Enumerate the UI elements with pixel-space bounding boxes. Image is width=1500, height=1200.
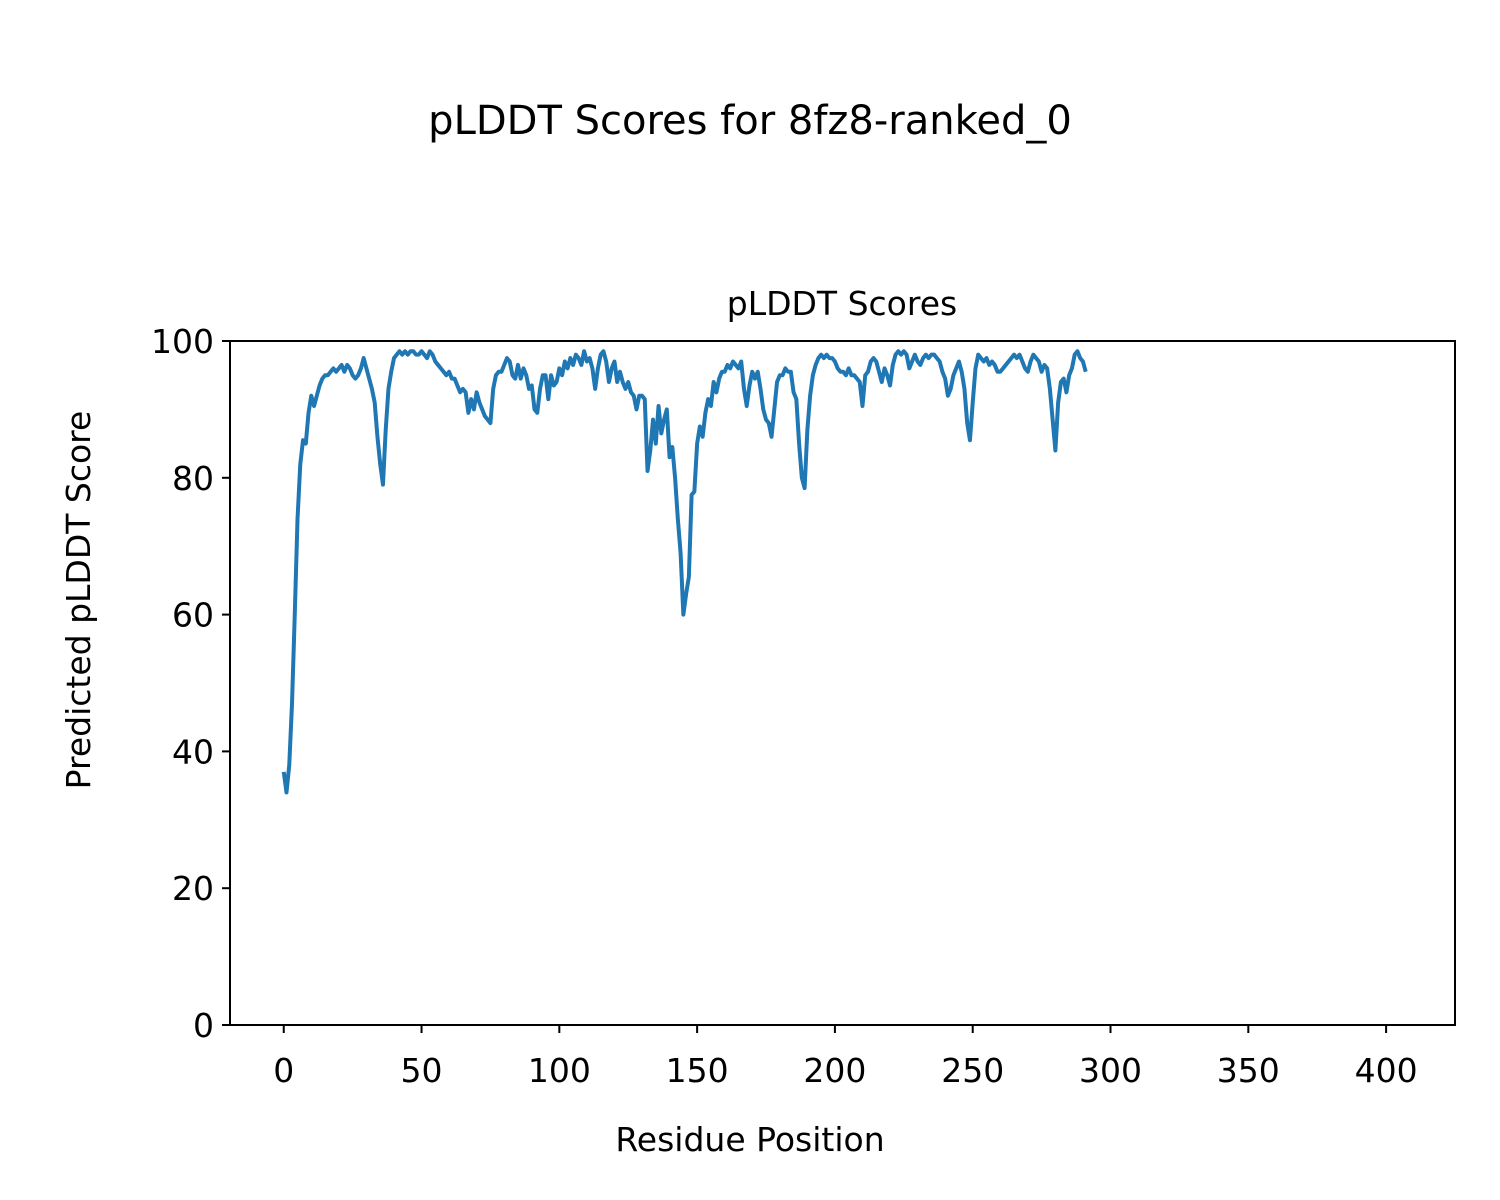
y-tick-label: 100 <box>151 322 214 361</box>
x-tick-label: 300 <box>1079 1051 1142 1090</box>
x-tick-label: 0 <box>273 1051 294 1090</box>
y-axis-ticks: 0 20 40 60 80 100 <box>151 322 230 1045</box>
figure-title: pLDDT Scores for 8fz8-ranked_0 <box>428 98 1072 144</box>
x-axis-ticks: 0 50 100 150 200 250 300 350 400 <box>273 1025 1418 1090</box>
y-axis-label: Predicted pLDDT Score <box>59 411 98 790</box>
y-tick-label: 80 <box>172 459 214 498</box>
x-tick-label: 250 <box>941 1051 1004 1090</box>
y-tick-label: 60 <box>172 596 214 635</box>
x-axis-label: Residue Position <box>615 1120 884 1159</box>
x-tick-label: 150 <box>666 1051 729 1090</box>
x-tick-label: 100 <box>528 1051 591 1090</box>
axes-frame <box>229 340 1456 1026</box>
y-tick-label: 20 <box>172 869 214 908</box>
x-tick-label: 350 <box>1217 1051 1280 1090</box>
x-tick-label: 400 <box>1355 1051 1418 1090</box>
x-tick-label: 200 <box>803 1051 866 1090</box>
y-tick-label: 0 <box>193 1006 214 1045</box>
x-tick-label: 50 <box>401 1051 443 1090</box>
y-tick-label: 40 <box>172 732 214 771</box>
axes-title: pLDDT Scores <box>727 284 957 323</box>
plddt-score-line <box>281 349 1088 795</box>
